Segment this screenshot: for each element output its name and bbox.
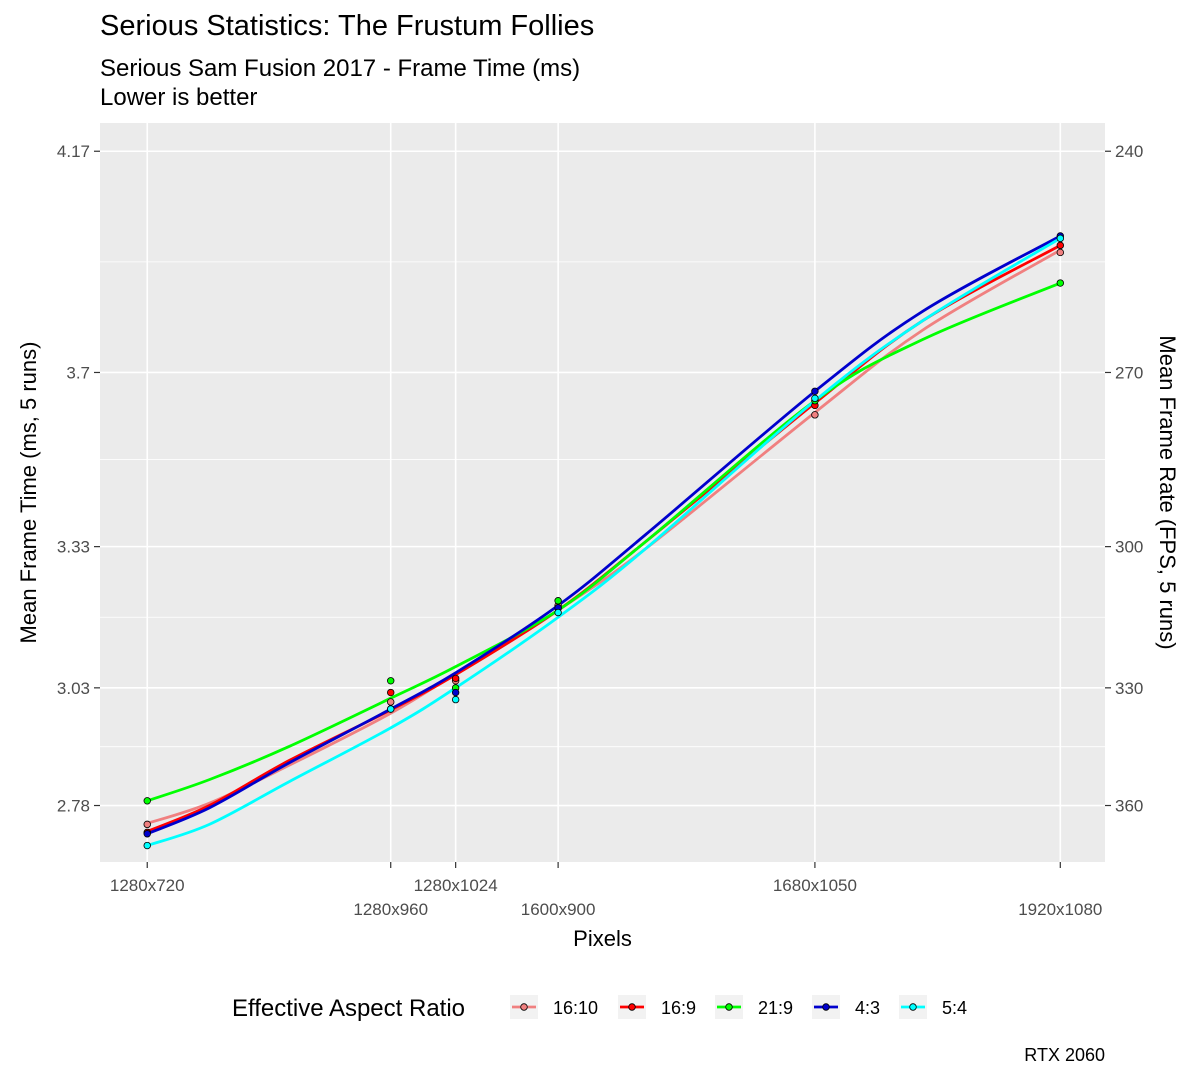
- x-axis-label: Pixels: [573, 926, 632, 951]
- data-point: [1056, 234, 1064, 243]
- legend-item: 4:3: [812, 995, 880, 1019]
- y-axis-label: Mean Frame Time (ms, 5 runs): [16, 342, 41, 644]
- x-tick-label: 1600x900: [521, 900, 596, 919]
- legend-label: 16:10: [553, 998, 598, 1018]
- legend-label: 5:4: [942, 998, 967, 1018]
- y-tick-label: 4.17: [57, 142, 90, 161]
- y-right-tick-label: 330: [1115, 679, 1143, 698]
- legend-key-point: [628, 1003, 636, 1011]
- x-tick-label: 1680x1050: [773, 876, 857, 895]
- data-point: [1056, 241, 1064, 250]
- series-line: [146, 237, 1062, 847]
- x-tick-label: 1280x720: [110, 876, 185, 895]
- legend: Effective Aspect Ratio 16:10 16:9 21:9 4:3 5:…: [232, 995, 967, 1022]
- data-point: [811, 387, 819, 395]
- y-tick-label: 3.33: [57, 538, 90, 557]
- data-point: [451, 688, 460, 697]
- plot-panel: [100, 123, 1105, 862]
- legend-title: Effective Aspect Ratio: [232, 995, 465, 1022]
- y-right-tick-label: 300: [1115, 538, 1143, 557]
- legend-item: 21:9: [715, 995, 793, 1019]
- y-tick-label: 2.78: [57, 797, 90, 816]
- legend-key-point: [520, 1003, 528, 1011]
- legend-key-point: [822, 1003, 830, 1011]
- data-point: [143, 841, 151, 850]
- data-point: [554, 597, 562, 605]
- y-tick-label: 3.7: [66, 363, 90, 382]
- legend-label: 16:9: [661, 998, 696, 1018]
- data-point: [387, 698, 395, 706]
- y-right-tick-label: 240: [1115, 142, 1143, 161]
- data-point: [1056, 248, 1064, 257]
- chart-title: Serious Statistics: The Frustum Follies: [100, 10, 595, 42]
- legend-label: 21:9: [758, 998, 793, 1018]
- data-point: [387, 705, 395, 713]
- data-point: [451, 674, 460, 683]
- data-point: [451, 695, 460, 704]
- data-point: [387, 677, 395, 685]
- data-point: [554, 608, 562, 617]
- chart-subtitle: Serious Sam Fusion 2017 - Frame Time (ms…: [100, 55, 581, 82]
- data-point: [1056, 279, 1064, 287]
- chart-subtitle-secondary: Lower is better: [100, 84, 258, 111]
- data-point: [811, 394, 819, 403]
- chart-caption: RTX 2060: [1024, 1045, 1105, 1065]
- legend-item: 16:9: [618, 995, 696, 1019]
- legend-key-point: [725, 1003, 733, 1011]
- legend-key-point: [909, 1003, 917, 1011]
- legend-item: 5:4: [899, 995, 967, 1019]
- y-right-axis-label: Mean Frame Rate (FPS, 5 runs): [1155, 335, 1180, 649]
- legend-item: 16:10: [510, 995, 598, 1019]
- x-tick-label: 1920x1080: [1018, 900, 1102, 919]
- data-point: [143, 820, 151, 829]
- data-point: [143, 830, 151, 838]
- data-point: [387, 688, 395, 697]
- y-right-tick-label: 360: [1115, 797, 1143, 816]
- x-tick-label: 1280x1024: [414, 876, 498, 895]
- data-point: [143, 797, 151, 805]
- x-tick-label: 1280x960: [353, 900, 428, 919]
- legend-label: 4:3: [855, 998, 880, 1018]
- y-right-tick-label: 270: [1115, 363, 1143, 382]
- data-point: [811, 411, 819, 419]
- y-tick-label: 3.03: [57, 679, 90, 698]
